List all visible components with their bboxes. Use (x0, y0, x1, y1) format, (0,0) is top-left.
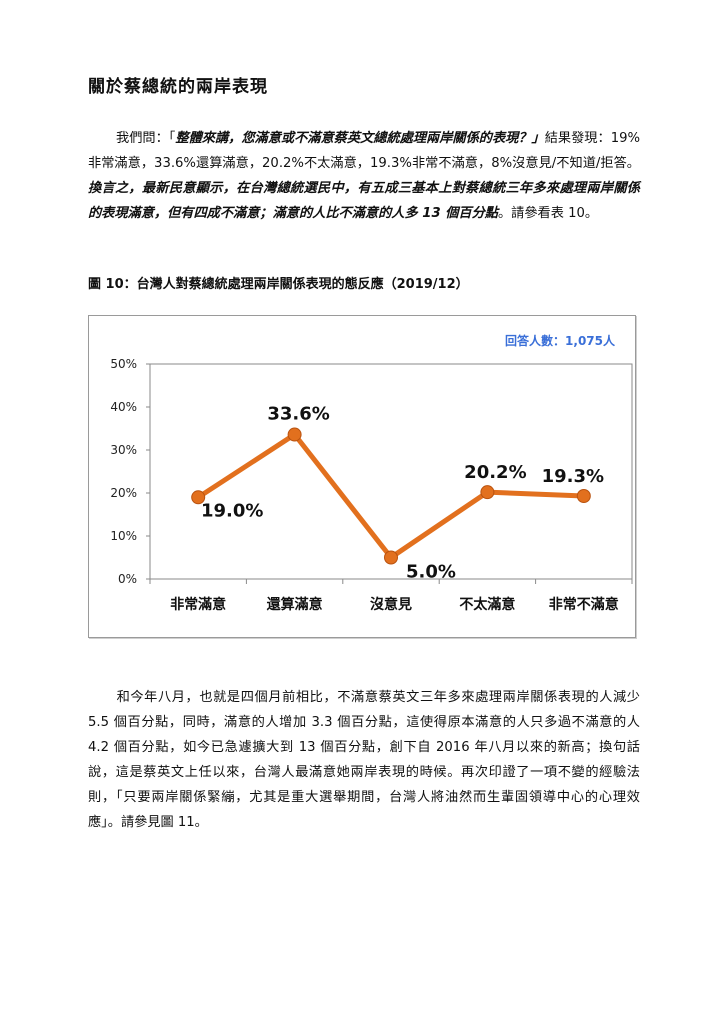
data-point-marker (191, 490, 206, 505)
para1-text-2: 結果發現：19%非常滿意，33.6%還算滿意，20.2%不太滿意，19.3%非常… (88, 131, 641, 171)
data-point-marker (287, 427, 302, 442)
data-label: 5.0% (406, 562, 456, 583)
para1-question: 整體來講，您滿意或不滿意蔡英文總統處理兩岸關係的表現？」 (175, 131, 545, 146)
x-tick-label: 沒意見 (370, 596, 412, 613)
plot-area-border (149, 363, 633, 580)
series-line (195, 432, 587, 560)
para1-text-1: 我們問：「 (116, 131, 176, 146)
y-tick-label: 40% (110, 400, 137, 414)
data-point-marker (480, 485, 495, 500)
paragraph-intro: 我們問：「整體來講，您滿意或不滿意蔡英文總統處理兩岸關係的表現？」結果發現：19… (88, 126, 640, 226)
y-tick-label: 50% (110, 357, 137, 371)
y-tick-label: 10% (110, 529, 137, 543)
line-chart: 0% 10% 20% 30% 40% 50% 非常滿意 還算滿意 沒意見 不太滿意 非常不滿意 19.… (110, 333, 633, 613)
para1-emphasis: 換言之，最新民意顯示，在台灣總統選民中，有五成三基本上對蔡總統三年多來處理兩岸關… (88, 181, 640, 221)
x-tick-label: 還算滿意 (267, 596, 323, 613)
data-label: 20.2% (464, 462, 526, 483)
chart-container: 0% 10% 20% 30% 40% 50% 非常滿意 還算滿意 沒意見 不太滿意 非常不滿意 19.… (88, 315, 636, 638)
data-label: 19.3% (542, 466, 604, 487)
para1-text-3: 。請參看表 10。 (497, 206, 599, 221)
document-title: 關於蔡總統的兩岸表現 (88, 77, 268, 97)
paragraph-analysis: 和今年八月，也就是四個月前相比，不滿意蔡英文三年多來處理兩岸關係表現的人減少 5… (88, 685, 640, 835)
data-point-marker (384, 550, 398, 565)
x-tick-label: 不太滿意 (459, 596, 515, 613)
figure-caption: 圖 10：台灣人對蔡總統處理兩岸關係表現的態反應（2019/12） (88, 277, 469, 292)
respondent-count-annotation: 回答人數：1,075人 (505, 333, 616, 348)
para2-text: 和今年八月，也就是四個月前相比，不滿意蔡英文三年多來處理兩岸關係表現的人減少 5… (88, 690, 640, 830)
data-point-marker (576, 489, 591, 504)
data-label: 33.6% (267, 404, 329, 425)
x-tick-label: 非常不滿意 (549, 596, 619, 613)
y-tick-label: 0% (118, 572, 137, 586)
y-tick-label: 20% (110, 486, 137, 500)
x-tick-label: 非常滿意 (170, 596, 226, 613)
y-tick-label: 30% (110, 443, 137, 457)
data-label: 19.0% (201, 500, 263, 521)
